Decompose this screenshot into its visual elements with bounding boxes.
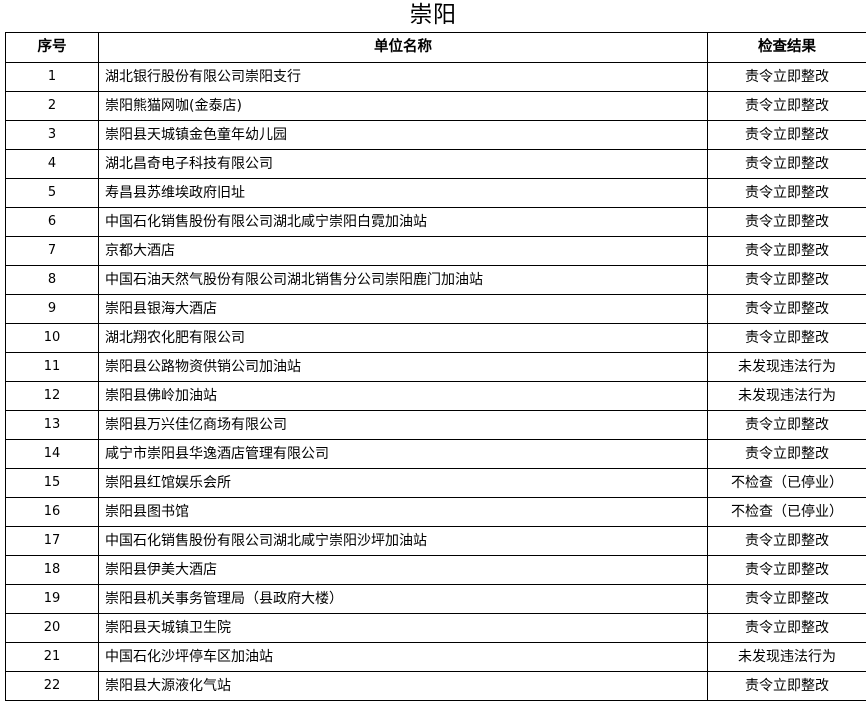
table-header-row: 序号 单位名称 检查结果 — [6, 33, 866, 63]
cell-no: 13 — [6, 411, 99, 440]
cell-inspection-result: 责令立即整改 — [708, 527, 866, 556]
cell-unit-name: 中国石油天然气股份有限公司湖北销售分公司崇阳鹿门加油站 — [99, 266, 708, 295]
cell-no: 11 — [6, 353, 99, 382]
cell-inspection-result: 未发现违法行为 — [708, 353, 866, 382]
cell-unit-name: 崇阳县红馆娱乐会所 — [99, 469, 708, 498]
page-title: 崇阳 — [0, 0, 866, 31]
cell-inspection-result: 责令立即整改 — [708, 150, 866, 179]
cell-unit-name: 崇阳熊猫网咖(金泰店) — [99, 92, 708, 121]
cell-inspection-result: 未发现违法行为 — [708, 382, 866, 411]
cell-unit-name: 咸宁市崇阳县华逸酒店管理有限公司 — [99, 440, 708, 469]
column-header-no: 序号 — [6, 33, 99, 63]
cell-unit-name: 崇阳县天城镇金色童年幼儿园 — [99, 121, 708, 150]
cell-inspection-result: 责令立即整改 — [708, 556, 866, 585]
cell-inspection-result: 未发现违法行为 — [708, 643, 866, 672]
cell-unit-name: 中国石化销售股份有限公司湖北咸宁崇阳白霓加油站 — [99, 208, 708, 237]
cell-inspection-result: 责令立即整改 — [708, 208, 866, 237]
cell-unit-name: 京都大酒店 — [99, 237, 708, 266]
cell-inspection-result: 责令立即整改 — [708, 585, 866, 614]
cell-no: 5 — [6, 179, 99, 208]
cell-unit-name: 中国石化沙坪停车区加油站 — [99, 643, 708, 672]
cell-inspection-result: 责令立即整改 — [708, 411, 866, 440]
cell-no: 17 — [6, 527, 99, 556]
cell-inspection-result: 不检查（已停业） — [708, 469, 866, 498]
cell-inspection-result: 责令立即整改 — [708, 614, 866, 643]
cell-no: 14 — [6, 440, 99, 469]
cell-unit-name: 湖北昌奇电子科技有限公司 — [99, 150, 708, 179]
cell-unit-name: 中国石化销售股份有限公司湖北咸宁崇阳沙坪加油站 — [99, 527, 708, 556]
cell-no: 8 — [6, 266, 99, 295]
cell-no: 10 — [6, 324, 99, 353]
cell-inspection-result: 不检查（已停业） — [708, 498, 866, 527]
cell-inspection-result: 责令立即整改 — [708, 179, 866, 208]
cell-no: 21 — [6, 643, 99, 672]
cell-inspection-result: 责令立即整改 — [708, 295, 866, 324]
cell-no: 1 — [6, 63, 99, 92]
cell-no: 9 — [6, 295, 99, 324]
cell-no: 4 — [6, 150, 99, 179]
cell-unit-name: 崇阳县银海大酒店 — [99, 295, 708, 324]
cell-inspection-result: 责令立即整改 — [708, 266, 866, 295]
cell-unit-name: 崇阳县天城镇卫生院 — [99, 614, 708, 643]
cell-unit-name: 崇阳县佛岭加油站 — [99, 382, 708, 411]
cell-inspection-result: 责令立即整改 — [708, 237, 866, 266]
cell-no: 3 — [6, 121, 99, 150]
column-header-name: 单位名称 — [99, 33, 708, 63]
cell-no: 15 — [6, 469, 99, 498]
cell-unit-name: 崇阳县万兴佳亿商场有限公司 — [99, 411, 708, 440]
cell-unit-name: 崇阳县公路物资供销公司加油站 — [99, 353, 708, 382]
cell-no: 19 — [6, 585, 99, 614]
column-header-result: 检查结果 — [708, 33, 866, 63]
cell-unit-name: 崇阳县机关事务管理局（县政府大楼） — [99, 585, 708, 614]
cell-no: 16 — [6, 498, 99, 527]
cell-unit-name: 崇阳县大源液化气站 — [99, 672, 708, 701]
cell-inspection-result: 责令立即整改 — [708, 92, 866, 121]
cell-unit-name: 寿昌县苏维埃政府旧址 — [99, 179, 708, 208]
cell-no: 2 — [6, 92, 99, 121]
table-header: 序号 单位名称 检查结果 — [6, 33, 866, 63]
cell-no: 18 — [6, 556, 99, 585]
cell-unit-name: 湖北翔农化肥有限公司 — [99, 324, 708, 353]
cell-no: 22 — [6, 672, 99, 701]
cell-unit-name: 崇阳县图书馆 — [99, 498, 708, 527]
cell-unit-name: 湖北银行股份有限公司崇阳支行 — [99, 63, 708, 92]
cell-inspection-result: 责令立即整改 — [708, 63, 866, 92]
cell-inspection-result: 责令立即整改 — [708, 324, 866, 353]
cell-no: 7 — [6, 237, 99, 266]
cell-inspection-result: 责令立即整改 — [708, 121, 866, 150]
cell-no: 12 — [6, 382, 99, 411]
cell-inspection-result: 责令立即整改 — [708, 440, 866, 469]
cell-no: 6 — [6, 208, 99, 237]
cell-inspection-result: 责令立即整改 — [708, 672, 866, 701]
cell-unit-name: 崇阳县伊美大酒店 — [99, 556, 708, 585]
cell-no: 20 — [6, 614, 99, 643]
